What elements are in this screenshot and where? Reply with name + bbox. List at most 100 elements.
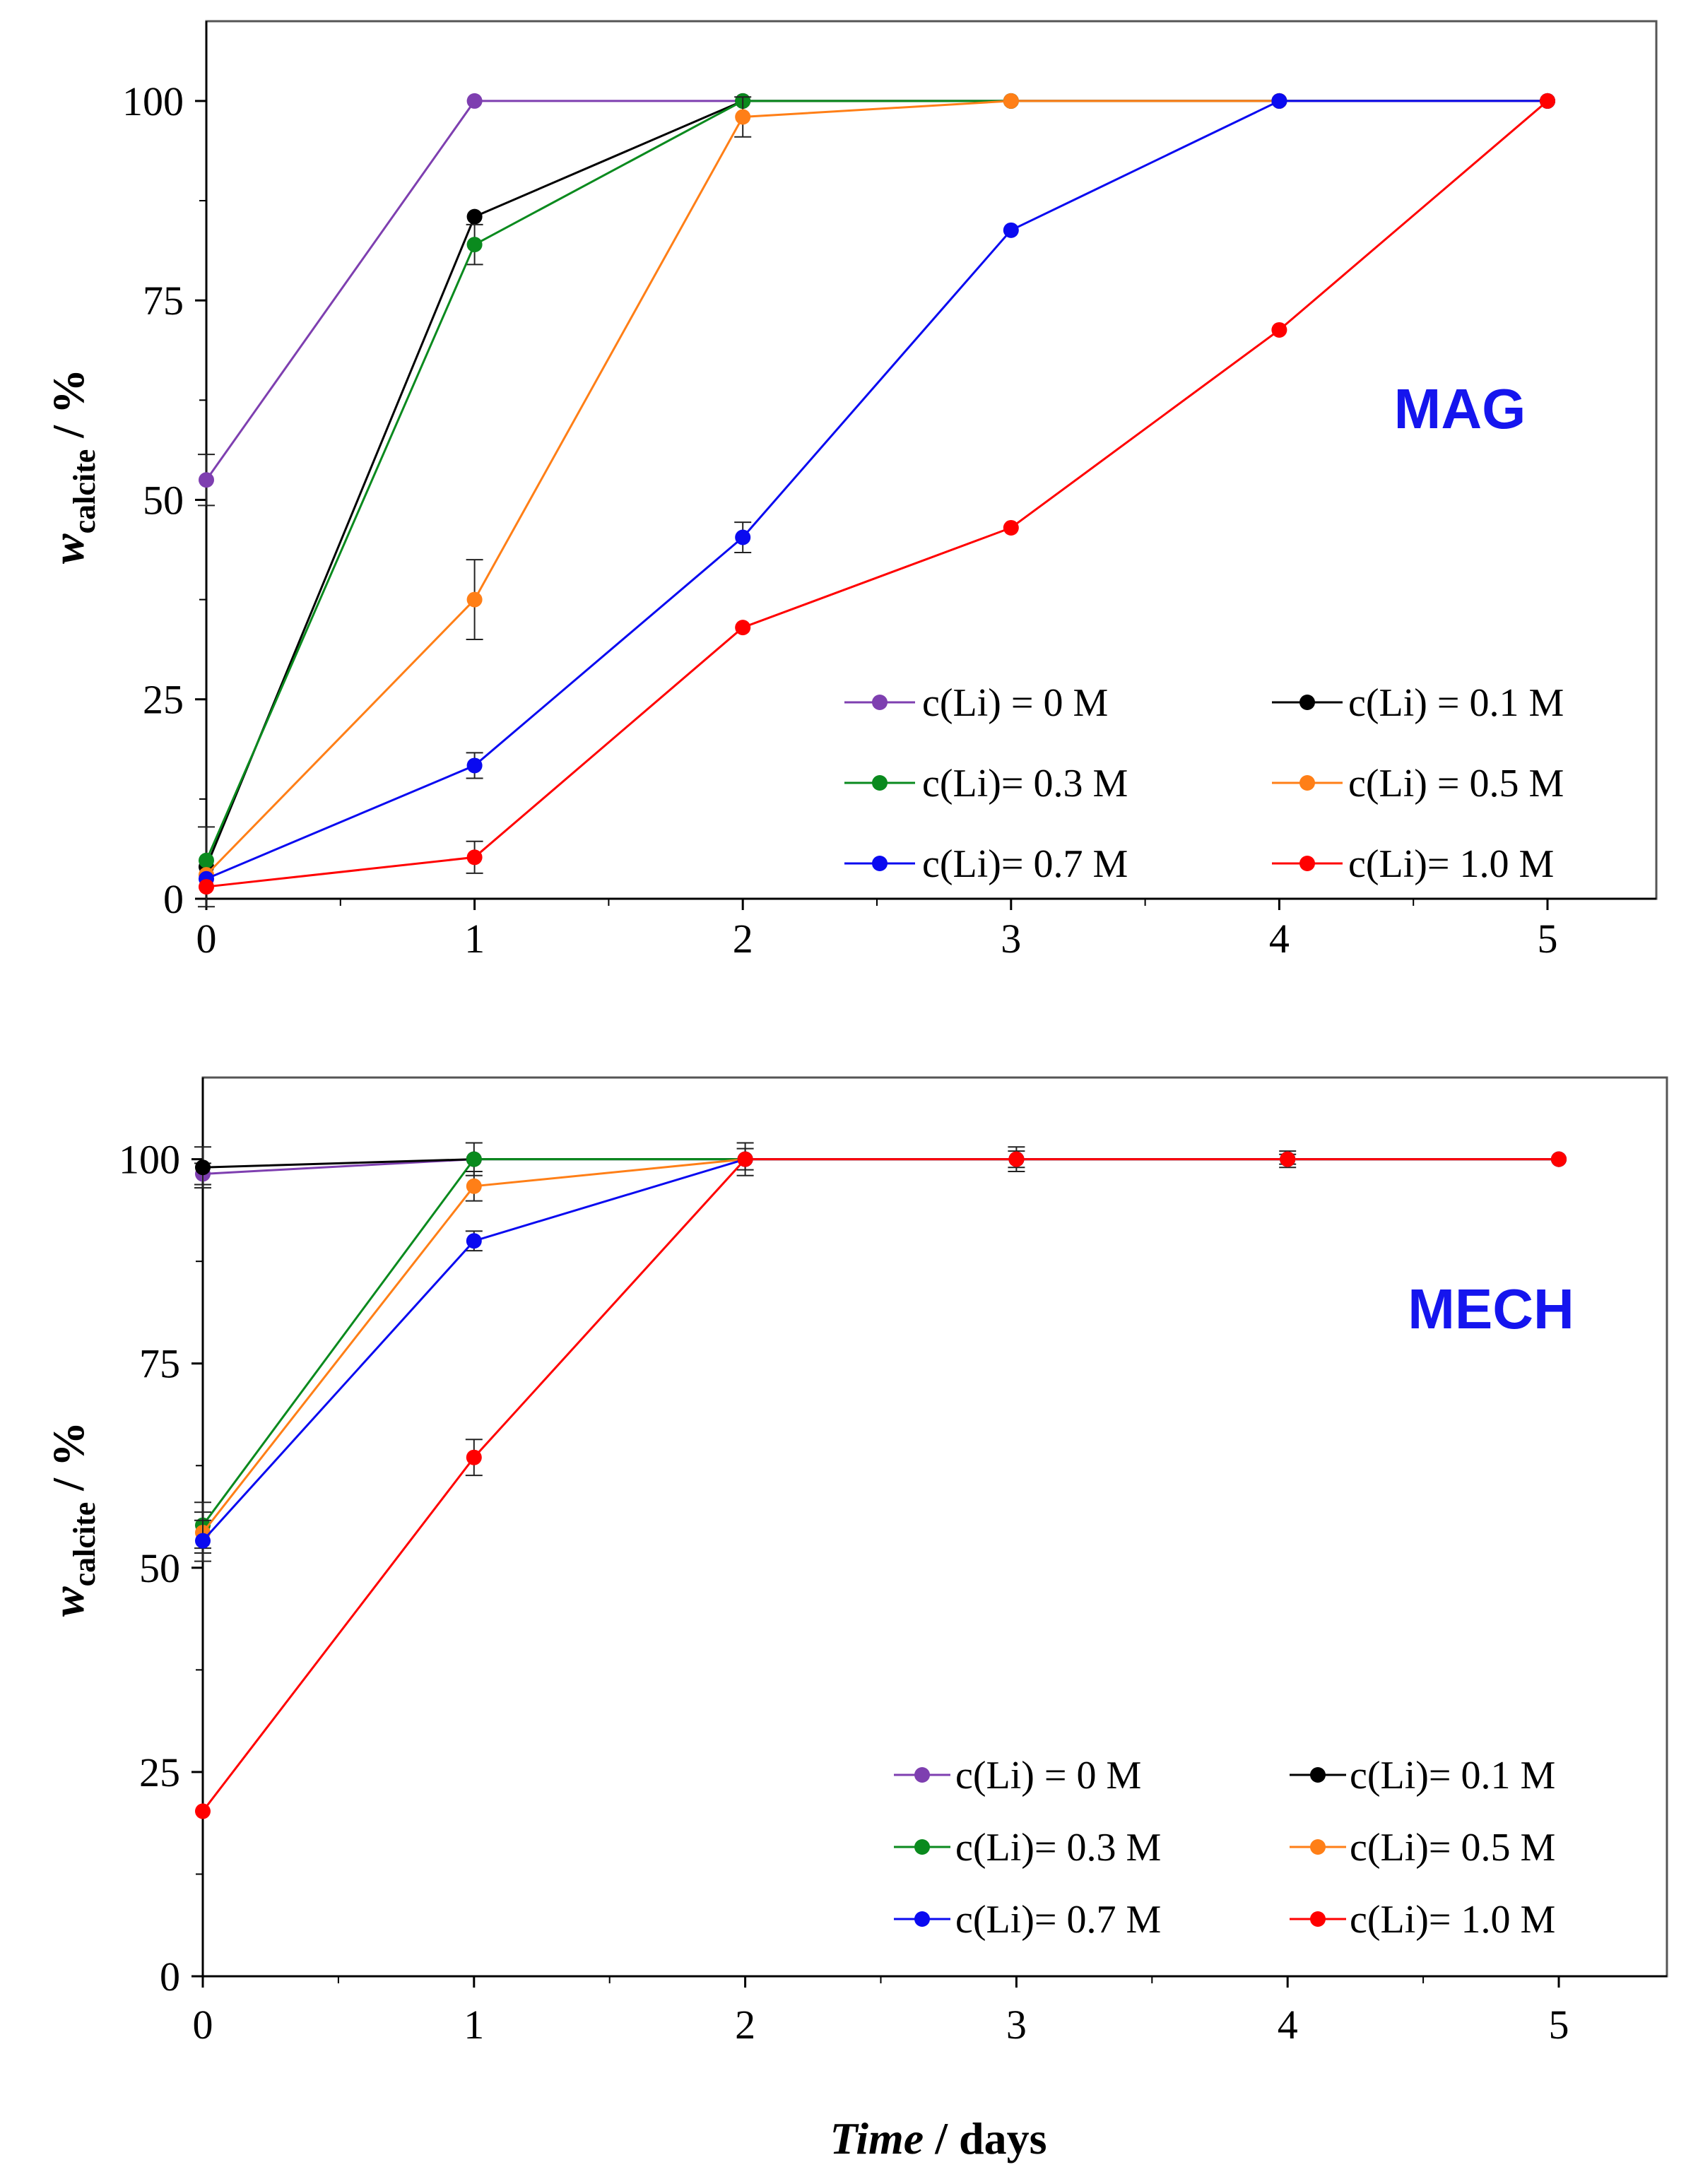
data-point — [1271, 321, 1287, 338]
legend-label: c(Li)= 1.0 M — [1350, 1898, 1555, 1942]
legend-swatch-marker — [1310, 1911, 1326, 1927]
x-tick-label: 5 — [1549, 2002, 1569, 2048]
x-tick-label: 0 — [193, 2002, 213, 2048]
x-tick-label: 4 — [1278, 2002, 1298, 2048]
data-point — [1008, 1151, 1025, 1167]
data-point — [735, 620, 751, 636]
legend-swatch-marker — [1299, 775, 1315, 791]
data-point — [195, 1159, 211, 1176]
data-point — [737, 1151, 753, 1167]
data-point — [199, 879, 214, 895]
legend-item: c(Li) = 0.1 M — [1272, 681, 1564, 725]
series-line — [201, 1158, 1559, 1542]
series-3 — [194, 1151, 1567, 1554]
series-line — [205, 100, 1548, 868]
data-point — [195, 1803, 211, 1819]
legend-item: c(Li)= 0.5 M — [1290, 1826, 1555, 1870]
legend-item: c(Li)= 0.1 M — [1290, 1754, 1555, 1798]
x-axis-title-unit: / days — [924, 2113, 1047, 2164]
series-line — [206, 100, 1548, 888]
legend-item: c(Li)= 0.7 M — [894, 1898, 1161, 1942]
x-tick-label: 3 — [1006, 2002, 1027, 2048]
legend-swatch-marker — [1299, 695, 1315, 710]
y-tick-label: 0 — [163, 876, 184, 922]
data-point — [735, 109, 751, 125]
data-point — [1003, 222, 1019, 238]
series-layer — [198, 93, 1555, 908]
legend-swatch-marker — [1299, 856, 1315, 871]
data-point — [1280, 1151, 1296, 1167]
data-point — [199, 472, 214, 488]
data-point — [466, 591, 483, 608]
legend-label: c(Li) = 0.1 M — [1348, 681, 1564, 725]
legend-swatch-marker — [872, 775, 888, 791]
x-tick-label: 1 — [464, 916, 485, 962]
series-line — [201, 1158, 1559, 1526]
series-0 — [198, 93, 1555, 507]
legend-item: c(Li)= 0.7 M — [844, 842, 1128, 886]
y-tick-label: 100 — [122, 78, 184, 124]
legend-label: c(Li)= 0.7 M — [922, 842, 1128, 886]
x-tick-label: 2 — [733, 916, 753, 962]
data-point — [1551, 1151, 1567, 1167]
y-axis-title: wcalcite / % — [43, 369, 102, 564]
legend-label: c(Li)= 0.7 M — [955, 1898, 1161, 1942]
legend-swatch-marker — [872, 856, 888, 871]
series-line — [205, 100, 1548, 861]
x-tick-label: 4 — [1269, 916, 1290, 962]
data-point — [466, 1449, 482, 1465]
series-1 — [194, 1142, 1567, 1189]
legend-item: c(Li) = 0 M — [844, 681, 1108, 725]
data-point — [466, 1151, 482, 1167]
legend-label: c(Li)= 0.5 M — [1350, 1826, 1555, 1870]
y-tick-label: 25 — [139, 1749, 180, 1795]
series-line — [205, 100, 1548, 876]
series-line — [206, 100, 1548, 880]
y-axis-title: wcalcite / % — [43, 1422, 102, 1617]
legend: c(Li) = 0 M c(Li) = 0.1 M c(Li)= 0.3 M c(Li… — [844, 681, 1564, 886]
series-2 — [199, 93, 1555, 868]
data-point — [1540, 93, 1555, 109]
legend-swatch-marker — [1310, 1767, 1326, 1783]
x-tick-label: 5 — [1538, 916, 1558, 962]
series-4 — [194, 1151, 1567, 1562]
data-point — [1003, 93, 1019, 109]
data-point — [466, 1233, 482, 1249]
series-5 — [199, 93, 1555, 895]
data-point — [466, 849, 483, 866]
y-tick-label: 50 — [143, 477, 184, 523]
series-layer — [194, 1142, 1567, 1819]
legend-label: c(Li) = 0.5 M — [1348, 762, 1564, 805]
y-tick-label: 75 — [139, 1341, 180, 1387]
data-point — [199, 852, 214, 868]
data-point — [466, 93, 483, 109]
legend-swatch-marker — [872, 695, 888, 710]
legend-swatch-marker — [914, 1839, 930, 1855]
legend-swatch-marker — [914, 1911, 930, 1927]
legend-item: c(Li)= 1.0 M — [1290, 1898, 1555, 1942]
legend-label: c(Li) = 0 M — [922, 681, 1108, 725]
y-tick-label: 25 — [143, 677, 184, 723]
legend-label: c(Li) = 0 M — [955, 1754, 1141, 1798]
data-point — [466, 237, 483, 253]
data-point — [466, 208, 483, 225]
series-2 — [194, 1151, 1567, 1550]
series-5 — [195, 1147, 1567, 1819]
legend-label: c(Li)= 0.3 M — [955, 1826, 1161, 1870]
data-point — [735, 529, 751, 545]
legend-label: c(Li)= 1.0 M — [1348, 842, 1554, 886]
series-0 — [194, 1151, 1567, 1186]
series-line — [205, 100, 1548, 481]
legend-item: c(Li)= 0.3 M — [894, 1826, 1161, 1870]
x-tick-label: 0 — [196, 916, 217, 962]
series-line — [201, 1158, 1559, 1534]
y-axis-title-main: w — [43, 1586, 93, 1617]
series-line — [201, 1158, 1559, 1812]
data-point — [466, 757, 483, 774]
x-axis-title: Time / days — [830, 2113, 1047, 2164]
